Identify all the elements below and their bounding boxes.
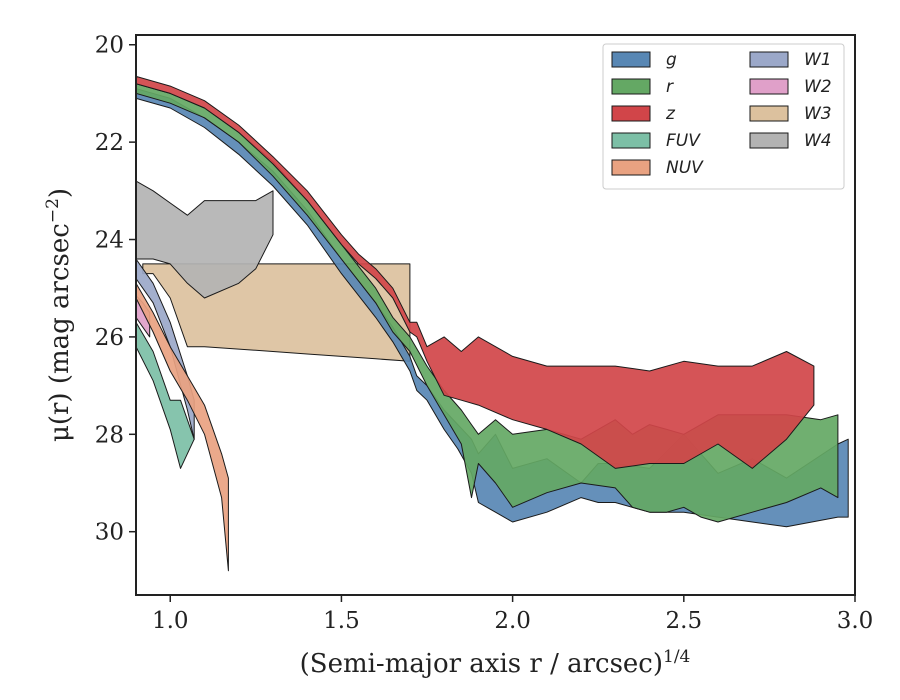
legend-swatch-w1	[749, 51, 789, 68]
y-tick-label: 26	[95, 325, 124, 351]
legend-swatch-g	[611, 51, 651, 68]
legend-swatch-nuv	[611, 159, 651, 176]
x-axis-label: (Semi-major axis r / arcsec)1/4	[300, 647, 691, 679]
series-band-nuv	[136, 282, 229, 572]
legend-label-r: r	[666, 77, 674, 97]
x-tick-label: 1.5	[323, 608, 360, 634]
series-band-z	[136, 75, 815, 469]
legend-swatch-fuv	[611, 132, 651, 149]
x-tick-label: 2.5	[666, 608, 703, 634]
legend-label-fuv: FUV	[666, 131, 701, 151]
legend-swatch-z	[611, 105, 651, 122]
legend-swatch-r	[611, 78, 651, 95]
y-axis: 20 22 24 26 28 30	[95, 33, 136, 546]
series-band-r	[136, 83, 839, 523]
x-tick-label: 1.0	[152, 608, 189, 634]
legend-swatch-w3	[749, 105, 789, 122]
legend-label-g: g	[666, 50, 677, 70]
x-axis: 1.0 1.5 2.0 2.5 3.0	[152, 595, 873, 634]
legend-label-w1: W1	[804, 50, 832, 70]
legend-label-w3: W3	[804, 104, 832, 124]
plot-frame	[135, 34, 856, 596]
legend-label-w4: W4	[804, 131, 832, 151]
series-layer	[136, 75, 849, 572]
series-band-fuv	[136, 321, 195, 469]
y-axis-label: μ(r) (mag arcsec−2)	[43, 188, 75, 442]
y-tick-label: 22	[95, 130, 124, 156]
y-tick-label: 28	[95, 422, 124, 448]
x-tick-label: 3.0	[837, 608, 874, 634]
y-tick-label: 24	[95, 228, 124, 254]
y-tick-label: 30	[95, 520, 124, 546]
legend-swatch-w4	[749, 132, 789, 149]
legend-swatch-w2	[749, 78, 789, 95]
x-tick-label: 2.0	[494, 608, 531, 634]
legend-label-z: z	[665, 104, 676, 124]
y-tick-label: 20	[95, 33, 124, 59]
legend-label-nuv: NUV	[666, 158, 704, 178]
series-band-w4	[136, 180, 274, 299]
legend-label-w2: W2	[804, 77, 832, 97]
legend: grz FUV NUV W1 W2 W3 W4	[602, 43, 845, 190]
